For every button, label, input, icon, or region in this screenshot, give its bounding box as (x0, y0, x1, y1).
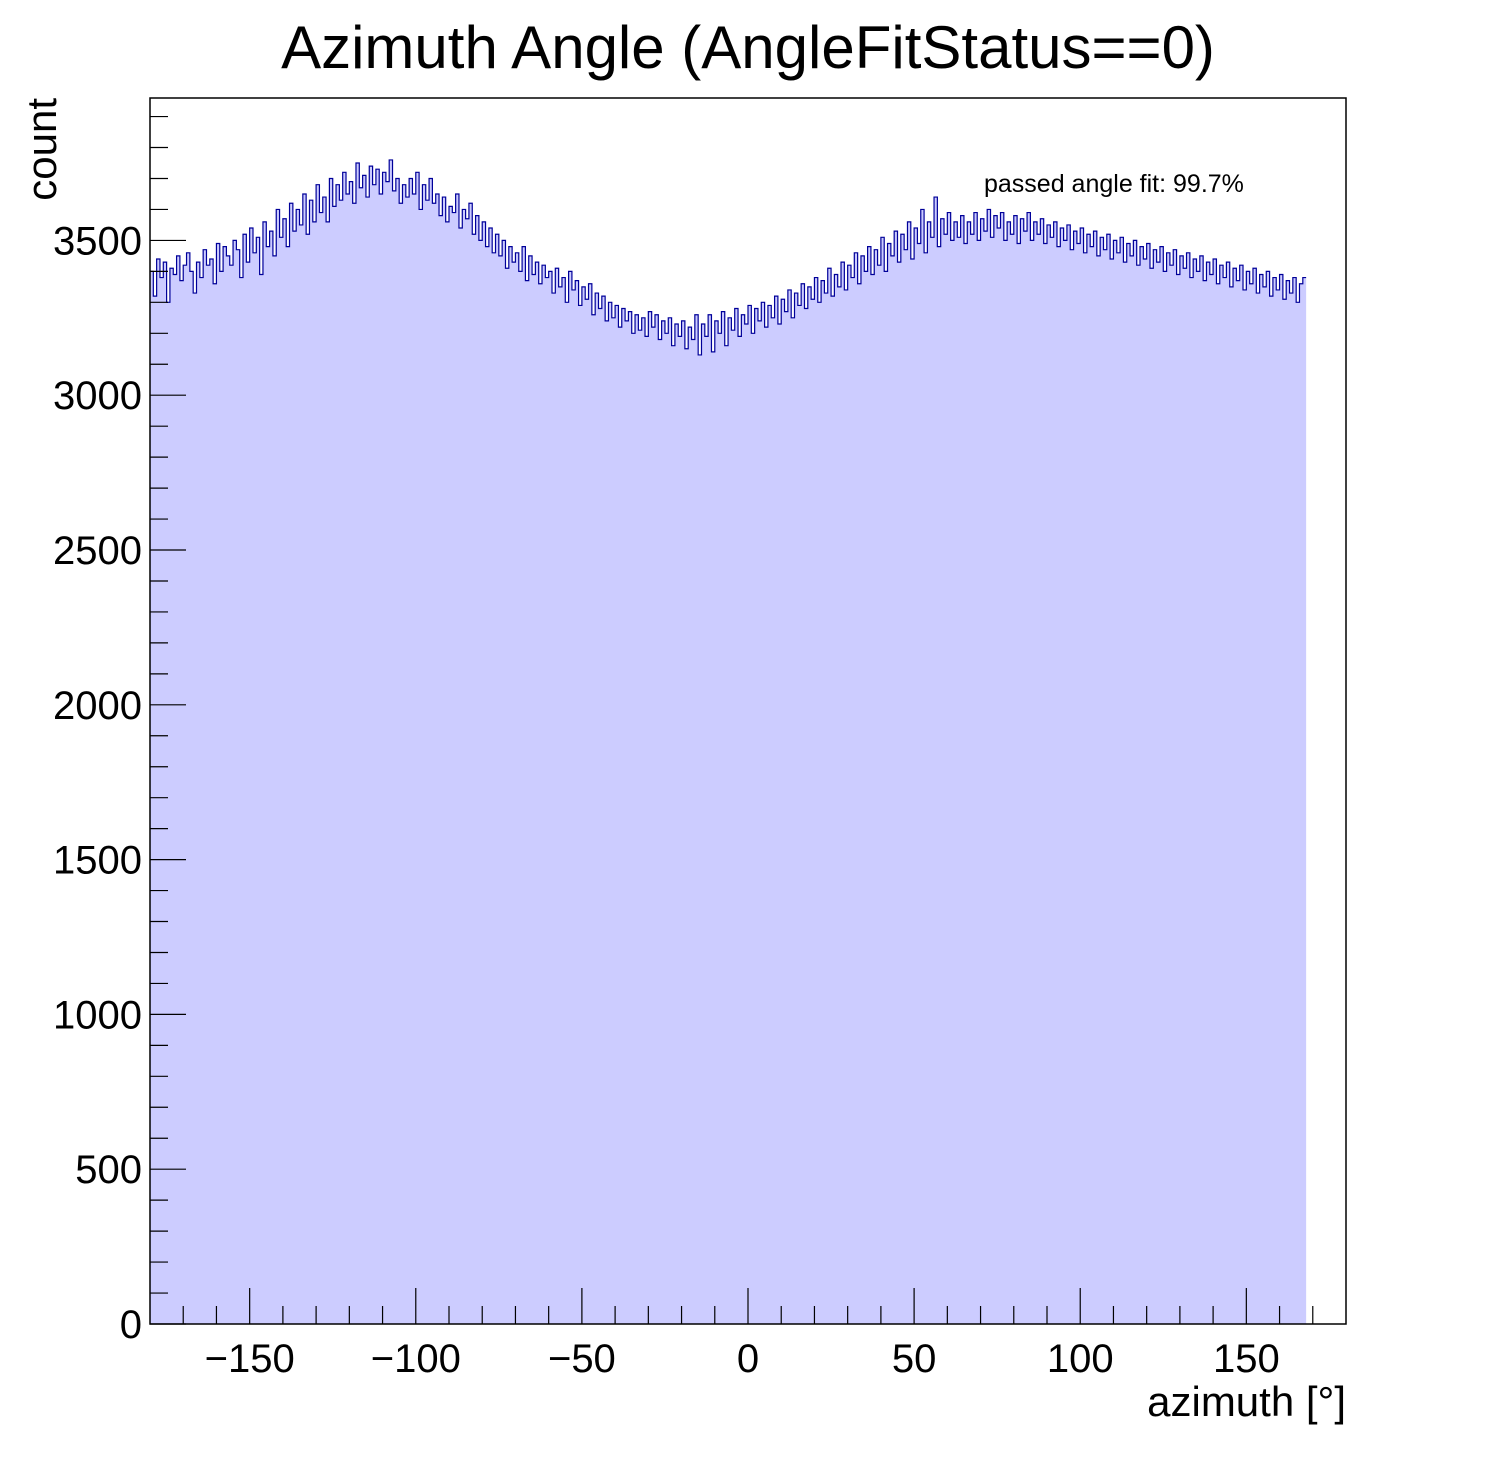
x-tick-label: −150 (205, 1337, 295, 1381)
y-tick-label: 500 (75, 1148, 142, 1192)
fit-pass-annotation: passed angle fit: 99.7% (984, 170, 1244, 198)
y-axis-label: count (18, 98, 65, 201)
x-tick-label: −50 (548, 1337, 616, 1381)
chart-title: Azimuth Angle (AngleFitStatus==0) (281, 14, 1215, 81)
x-axis-ticks (182, 1288, 1314, 1324)
x-tick-label: −100 (371, 1337, 461, 1381)
x-tick-label: 0 (737, 1337, 759, 1381)
y-tick-label: 1000 (53, 993, 142, 1037)
y-tick-label: 3500 (53, 219, 142, 263)
x-tick-label: 50 (892, 1337, 937, 1381)
y-tick-label: 0 (120, 1303, 142, 1347)
histogram-fill (150, 159, 1307, 1324)
x-axis-label: azimuth [°] (1147, 1378, 1346, 1425)
histogram-line (150, 159, 1307, 356)
y-axis-ticks (150, 115, 186, 1325)
y-tick-label: 1500 (53, 839, 142, 883)
plot-area (149, 97, 1347, 1325)
x-tick-label: 150 (1213, 1337, 1280, 1381)
y-axis-tick-labels: 0 500 1000 1500 2000 2500 3000 3500 (53, 219, 142, 1347)
x-tick-label: 100 (1047, 1337, 1114, 1381)
x-axis-tick-labels: −150 −100 −50 0 50 100 150 (205, 1337, 1280, 1381)
y-tick-label: 3000 (53, 374, 142, 418)
y-tick-label: 2500 (53, 529, 142, 573)
y-tick-label: 2000 (53, 684, 142, 728)
